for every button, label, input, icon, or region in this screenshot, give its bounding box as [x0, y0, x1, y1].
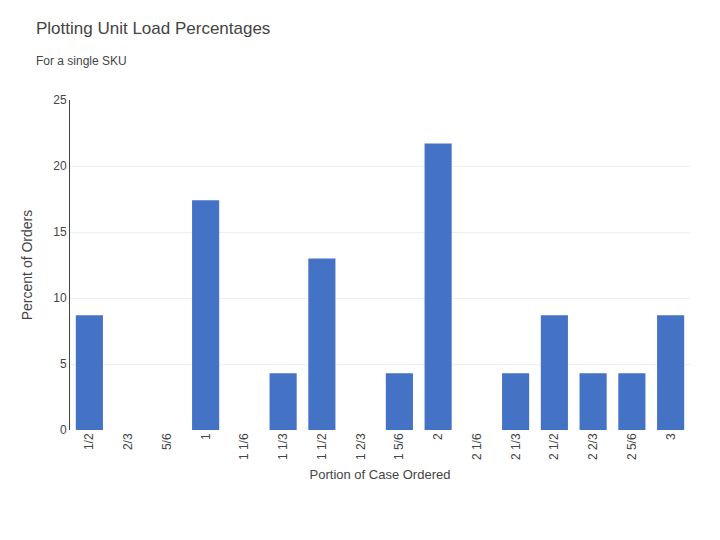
svg-text:1 1/6: 1 1/6 [237, 433, 251, 460]
svg-text:2 1/6: 2 1/6 [470, 433, 484, 460]
svg-text:Plotting Unit Load Percentages: Plotting Unit Load Percentages [36, 19, 270, 38]
svg-text:3: 3 [664, 433, 678, 440]
svg-text:25: 25 [53, 93, 67, 107]
svg-text:5: 5 [60, 357, 67, 371]
svg-text:1 2/3: 1 2/3 [354, 433, 368, 460]
svg-text:2/3: 2/3 [121, 433, 135, 450]
svg-text:1 1/3: 1 1/3 [276, 433, 290, 460]
svg-text:2 2/3: 2 2/3 [586, 433, 600, 460]
svg-text:Portion of Case Ordered: Portion of Case Ordered [310, 467, 451, 482]
svg-text:10: 10 [53, 291, 67, 305]
svg-text:1: 1 [199, 433, 213, 440]
svg-text:For a single SKU: For a single SKU [36, 54, 127, 68]
svg-text:5/6: 5/6 [160, 433, 174, 450]
svg-text:Percent of Orders: Percent of Orders [19, 210, 35, 321]
svg-text:1/2: 1/2 [82, 433, 96, 450]
svg-text:2 5/6: 2 5/6 [625, 433, 639, 460]
svg-text:2: 2 [431, 433, 445, 440]
svg-text:20: 20 [53, 159, 67, 173]
svg-text:2 1/2: 2 1/2 [547, 433, 561, 460]
svg-text:2 1/3: 2 1/3 [509, 433, 523, 460]
svg-text:0: 0 [60, 423, 67, 437]
svg-text:1 1/2: 1 1/2 [315, 433, 329, 460]
svg-text:1 5/6: 1 5/6 [392, 433, 406, 460]
svg-text:15: 15 [53, 225, 67, 239]
